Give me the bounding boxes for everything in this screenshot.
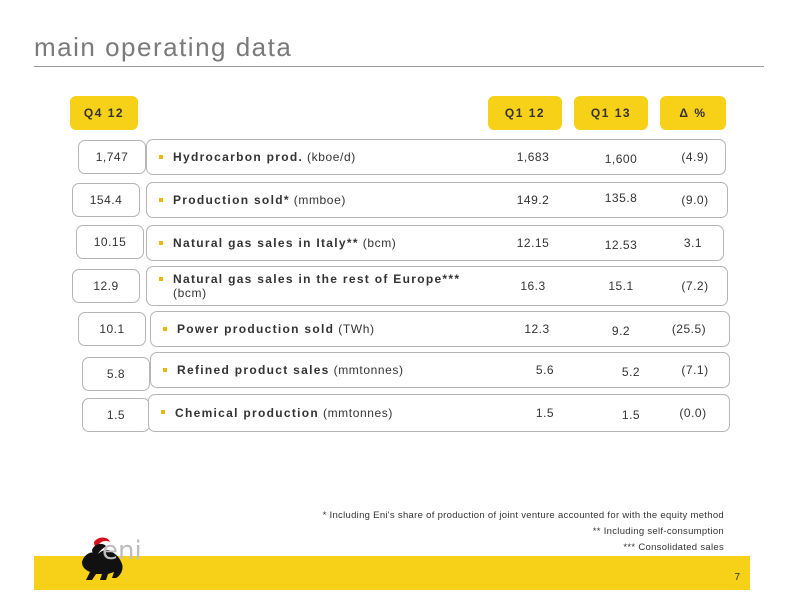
q4-12-value: 12.9 [72, 269, 140, 303]
page-number: 7 [734, 572, 740, 583]
q1-12-value: 12.3 [524, 322, 550, 336]
delta-value: 3.1 [683, 236, 703, 250]
table-row: Natural gas sales in Italy** (bcm) 12.15… [146, 225, 724, 261]
header-q1-13: Q1 13 [574, 96, 648, 130]
logo-wordmark: eni [102, 536, 142, 566]
title-divider [34, 66, 764, 67]
q1-13-value: 1.5 [621, 408, 641, 422]
footnote: * Including Eni's share of production of… [322, 510, 724, 521]
table-row: Power production sold (TWh) 12.3 9.2 (25… [150, 311, 730, 347]
row-label: Chemical production (mmtonnes) [175, 406, 393, 420]
q4-12-value: 5.8 [82, 357, 150, 391]
q1-12-value: 1.5 [535, 406, 555, 420]
header-delta: Δ % [660, 96, 726, 130]
footnotes: * Including Eni's share of production of… [323, 508, 724, 556]
q4-12-value: 1,747 [78, 140, 146, 174]
delta-value: (4.9) [681, 150, 709, 164]
delta-value: (7.2) [681, 279, 709, 293]
page-title: main operating data [34, 32, 293, 62]
q1-12-value: 16.3 [520, 279, 546, 293]
q1-13-value: 1,600 [604, 152, 638, 166]
q1-13-value: 9.2 [611, 324, 631, 338]
q1-13-value: 5.2 [621, 365, 641, 379]
bullet-icon [159, 277, 163, 281]
q1-12-value: 1,683 [516, 150, 550, 164]
header-q1-12: Q1 12 [488, 96, 562, 130]
table-row: Refined product sales (mmtonnes) 5.6 5.2… [150, 352, 730, 388]
header-q4-12: Q4 12 [70, 96, 138, 130]
row-label: Power production sold (TWh) [177, 322, 375, 336]
row-label: Production sold* (mmboe) [173, 193, 346, 207]
row-label: Hydrocarbon prod. (kboe/d) [173, 150, 356, 164]
q1-13-value: 135.8 [604, 191, 638, 205]
q1-13-value: 12.53 [604, 238, 638, 252]
bullet-icon [163, 368, 167, 372]
q4-12-value: 154.4 [72, 183, 140, 217]
footer-band [34, 556, 750, 590]
delta-value: (0.0) [679, 406, 707, 420]
delta-value: (25.5) [671, 322, 707, 336]
q4-12-value: 10.1 [78, 312, 146, 346]
footnote: *** Consolidated sales [623, 542, 724, 553]
q1-13-value: 15.1 [608, 279, 634, 293]
table-row: Hydrocarbon prod. (kboe/d) 1,683 1,600 (… [146, 139, 726, 175]
row-label: Natural gas sales in the rest of Europe*… [173, 272, 461, 300]
bullet-icon [159, 155, 163, 159]
q1-12-value: 5.6 [535, 363, 555, 377]
row-label: Natural gas sales in Italy** (bcm) [173, 236, 397, 250]
q4-12-value: 1.5 [82, 398, 150, 432]
row-label: Refined product sales (mmtonnes) [177, 363, 404, 377]
table-row: Natural gas sales in the rest of Europe*… [146, 266, 728, 306]
footnote: ** Including self-consumption [592, 526, 724, 537]
eni-dog-logo-icon [82, 537, 123, 580]
delta-value: (9.0) [681, 193, 709, 207]
bullet-icon [161, 410, 165, 414]
table-row: Production sold* (mmboe) 149.2 135.8 (9.… [146, 182, 728, 218]
q4-12-value: 10.15 [76, 225, 144, 259]
bullet-icon [159, 241, 163, 245]
table-row: Chemical production (mmtonnes) 1.5 1.5 (… [148, 394, 730, 432]
q1-12-value: 12.15 [516, 236, 550, 250]
q1-12-value: 149.2 [516, 193, 550, 207]
bullet-icon [163, 327, 167, 331]
bullet-icon [159, 198, 163, 202]
delta-value: (7.1) [681, 363, 709, 377]
